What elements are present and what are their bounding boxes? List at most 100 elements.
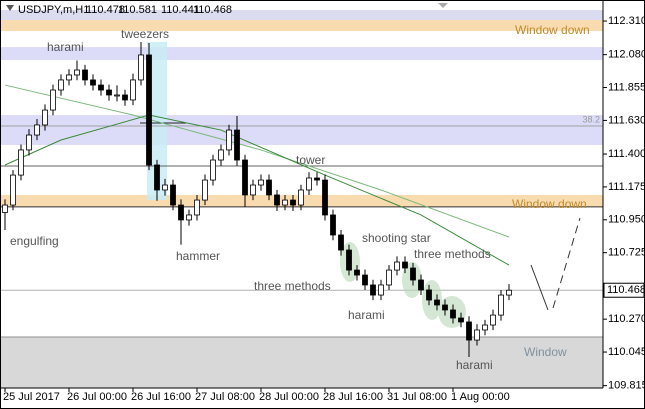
candle-body [66,74,72,81]
candle-body [34,124,40,136]
candle-body [298,189,304,206]
candle-body [322,179,328,216]
symbol: USDJPY,m,H1 [18,4,89,16]
y-tick-label: 112.310 [608,15,645,27]
candle-body [162,184,168,191]
annotation: harami [348,308,385,322]
candle-body [18,149,24,176]
annotation: tweezers [121,27,169,41]
annotation: three methods [414,247,491,261]
price-label-box [603,282,645,298]
x-tick-label: 1 Aug 00:00 [451,391,510,403]
y-tick-label: 111.630 [608,114,645,126]
moving-average [4,114,510,266]
zone [0,20,603,31]
annotation: Window down [515,23,590,37]
candle-body [402,261,408,269]
candle-body [218,149,224,161]
moving-average [4,84,510,238]
candle-body [98,84,104,91]
candle-body [250,184,256,196]
candle-body [498,294,504,316]
candle-body [338,234,344,251]
candle-body [426,289,432,301]
candle-body [90,79,96,86]
y-tick-label: 110.045 [608,346,645,358]
candle-body [474,329,480,341]
x-tick-label: 28 Jul 16:00 [323,391,383,403]
candle-body [378,284,384,296]
candle-body [226,129,232,151]
y-tick-label: 110.725 [608,247,645,259]
annotation: Window down [512,197,587,211]
y-tick-label: 109.815 [608,380,645,392]
scroll-marker [438,3,448,8]
annotation: three methods [254,279,331,293]
candle-body [154,164,160,191]
candle-body [194,199,200,216]
symbol-icon [6,5,14,11]
candle-body [2,204,8,213]
y-tick-label: 111.400 [608,148,645,160]
candle-body [450,309,456,319]
candle-body [490,314,496,326]
price-label: 110.468 [607,284,645,296]
header-low: 110.441 [161,4,200,16]
level-label: 38.2 [582,114,600,124]
candle-body [290,199,296,206]
pattern-shading [340,242,466,328]
candle-body [394,261,400,271]
candle-body [362,274,368,286]
candle-body [410,267,416,281]
x-tick-label: 26 Jul 00:00 [67,391,127,403]
candle-body [234,129,240,161]
candle-body [26,134,32,151]
candle-body [42,109,48,126]
zone [0,9,603,21]
annotation: hammer [176,249,220,263]
zone [0,336,603,388]
candle-body [122,94,128,101]
candle-body [138,54,144,81]
candle-body [266,179,272,196]
candle-body [130,79,136,101]
candle-body [442,304,448,311]
y-tick-label: 110.950 [608,214,645,226]
candle-body [418,279,424,291]
annotation: Window [524,345,567,359]
y-tick-label: 110.270 [608,313,645,325]
candle-body [330,214,336,236]
candle-body [458,317,464,323]
candle-body [274,194,280,206]
candle-body [466,321,472,341]
annotation: tower [296,153,325,167]
candle-body [50,89,56,111]
candle-body [210,159,216,181]
x-tick-label: 31 Jul 08:00 [387,391,447,403]
candle-body [186,214,192,221]
y-tick-label: 111.855 [608,81,645,93]
header-high: 110.581 [118,4,157,16]
zone [0,115,603,145]
highlight [147,42,167,200]
candle-body [346,249,352,271]
candle-body [74,69,80,76]
candle-body [370,284,376,296]
candle-body [202,179,208,201]
candle-body [178,204,184,221]
candle-body [434,299,440,306]
candle-body [506,289,512,296]
x-tick-label: 26 Jul 16:00 [131,391,191,403]
annotation: engulfing [10,234,59,248]
candle-body [386,269,392,286]
candle-body [306,177,312,191]
candle-body [146,54,152,166]
y-tick-label: 112.080 [608,49,645,61]
x-tick-label: 27 Jul 08:00 [195,391,255,403]
annotation: shooting star [362,231,431,245]
candle-body [242,159,248,196]
candle-body [354,269,360,276]
candle-body [282,199,288,206]
candle-body [58,79,64,91]
